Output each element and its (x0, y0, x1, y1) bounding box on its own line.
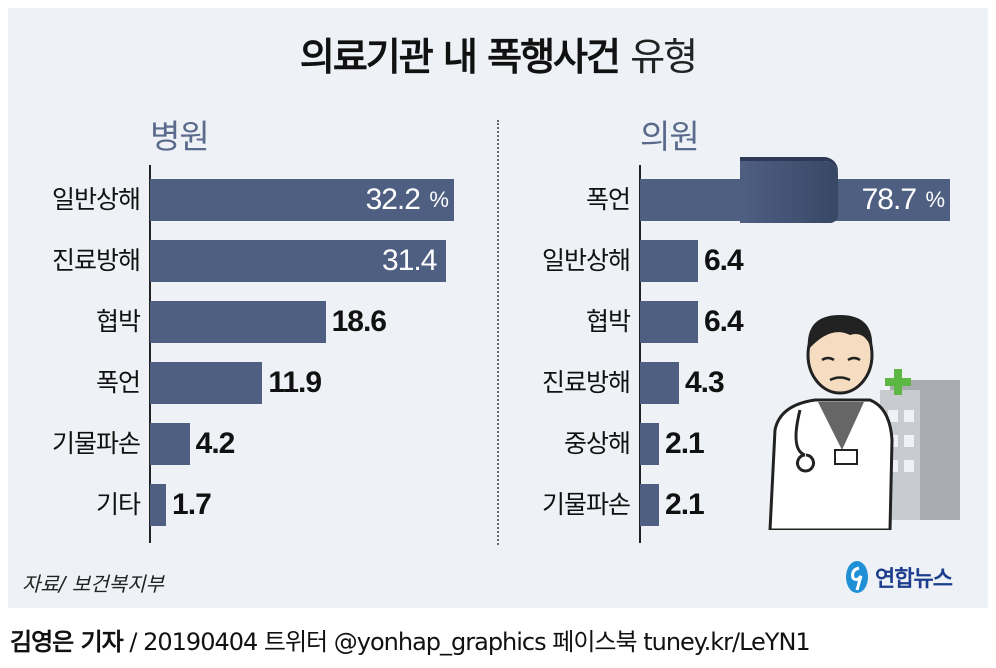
chart-title: 의료기관 내 폭행사건 유형 (0, 26, 996, 81)
value-label: 1.7 (172, 484, 212, 526)
bar (150, 484, 167, 526)
value-label: 32.2% (150, 179, 449, 221)
bar (150, 179, 454, 221)
axis-break-mark (740, 161, 838, 223)
doctor-hospital-illustration (768, 315, 960, 530)
value-label: 11.9 (268, 362, 322, 404)
bar (150, 423, 190, 465)
divider (497, 120, 499, 545)
value-text: 78.7 (861, 183, 917, 216)
value-text: 31.4 (382, 244, 437, 277)
value-text: 2.1 (665, 427, 705, 460)
value-text: 1.7 (172, 488, 212, 521)
unit-label: % (429, 187, 449, 212)
source-note: 자료/ 보건복지부 (22, 572, 164, 596)
axis-1 (639, 165, 641, 543)
category-label: 진료방해 (541, 368, 631, 397)
category-label: 일반상해 (541, 246, 631, 275)
category-label: 진료방해 (51, 246, 141, 275)
category-label: 기물파손 (541, 490, 631, 519)
value-label: 6.4 (703, 301, 744, 343)
section-title-clinic: 의원 (640, 117, 700, 156)
bar (640, 484, 660, 526)
value-label: 6.4 (703, 240, 744, 282)
reporter: 김영은 기자 (10, 628, 124, 656)
credit-line: 김영은 기자 / 20190404 트위터 @yonhap_graphics 페… (10, 622, 811, 657)
title-main: 의료기관 내 폭행사건 (299, 35, 621, 79)
bar (150, 362, 263, 404)
value-text: 6.4 (703, 244, 744, 277)
bar (150, 301, 326, 343)
value-label: 31.4 (150, 240, 437, 282)
value-label: 4.2 (195, 423, 236, 465)
value-label: 4.3 (684, 362, 725, 404)
bar (640, 362, 679, 404)
value-text: 32.2 (365, 183, 421, 216)
title-suffix: 유형 (630, 35, 698, 79)
axis-0 (149, 165, 151, 543)
category-label: 협박 (95, 307, 141, 336)
bar (640, 240, 698, 282)
category-label: 일반상해 (51, 185, 141, 214)
unit-label: % (925, 187, 945, 212)
category-label: 중상해 (563, 429, 631, 458)
value-label: 2.1 (665, 484, 705, 526)
value-text: 4.3 (684, 366, 725, 399)
yonhap-logo-icon (846, 561, 868, 593)
bar (640, 301, 698, 343)
section-title-hospital: 병원 (150, 117, 210, 156)
value-text: 18.6 (331, 305, 387, 338)
value-text: 4.2 (195, 427, 236, 460)
value-label: 18.6 (331, 301, 387, 343)
credit-info: / 20190404 트위터 @yonhap_graphics 페이스북 tun… (122, 628, 810, 656)
value-label: 2.1 (665, 423, 705, 465)
bar (150, 240, 447, 282)
value-text: 2.1 (665, 488, 705, 521)
category-label: 기물파손 (51, 429, 141, 458)
category-label: 폭언 (585, 185, 631, 214)
yonhap-logo: 연합뉴스 (843, 560, 953, 594)
bar (640, 423, 660, 465)
category-label: 폭언 (95, 368, 141, 397)
category-label: 협박 (585, 307, 631, 336)
category-label: 기타 (95, 490, 141, 519)
value-label: 78.7% (640, 179, 945, 221)
logo-text: 연합뉴스 (875, 567, 953, 592)
value-text: 11.9 (268, 366, 322, 399)
value-text: 6.4 (703, 305, 744, 338)
